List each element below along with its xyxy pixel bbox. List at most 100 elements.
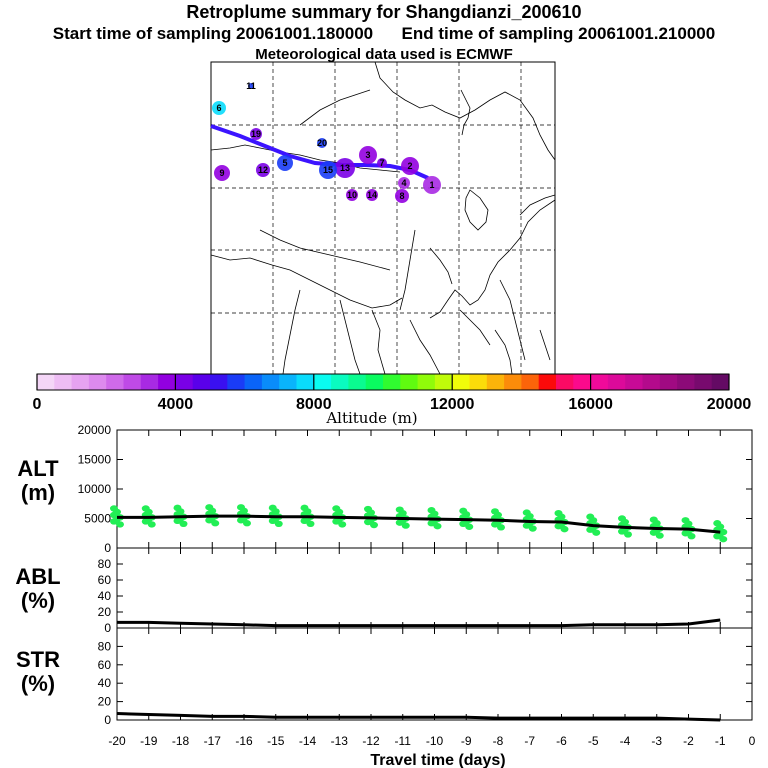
map-marker (256, 163, 270, 177)
colorbar-swatch (642, 374, 661, 390)
x-tick-label: -18 (172, 734, 190, 748)
colorbar-swatch (607, 374, 626, 390)
x-tick-label: -9 (461, 734, 472, 748)
alt-particle-point (268, 504, 277, 512)
alt-particle-point (427, 507, 436, 514)
colorbar-swatch (469, 374, 488, 390)
colorbar-swatch (625, 374, 643, 390)
colorbar-swatch (400, 374, 419, 390)
alt-particle-point (338, 521, 347, 528)
map-marker (319, 161, 337, 179)
map-marker (398, 177, 410, 189)
colorbar-swatch (192, 374, 211, 390)
alt-particle-point (306, 520, 315, 528)
panel-alt: 0 5000 10000 15000 20000 ALT(m) (17, 423, 753, 555)
x-tick-label: -8 (493, 734, 504, 748)
map-marker (359, 146, 377, 164)
x-tick-label: -5 (588, 734, 599, 748)
y-axis-label: (%) (21, 671, 55, 696)
alt-particle-point (560, 525, 569, 533)
alt-particle-point (592, 529, 601, 536)
alt-particle-point (395, 506, 404, 513)
map-marker (346, 189, 358, 201)
y-axis-label: (m) (21, 480, 55, 505)
sampling-times: Start time of sampling 20061001.180000 E… (0, 24, 768, 44)
alt-particle-point (713, 520, 722, 527)
colorbar-swatch (88, 374, 107, 390)
alt-particle-point (649, 516, 658, 523)
y-tick-label: 0 (104, 713, 111, 727)
map-marker (250, 128, 262, 140)
colorbar-label: Altitude (m) (325, 409, 417, 427)
map-marker (335, 158, 355, 178)
colorbar-tick-label: 4000 (158, 396, 194, 413)
map-marker-label: 15 (323, 165, 333, 175)
map-marker (377, 158, 387, 168)
y-tick-label: 60 (98, 658, 112, 672)
map-marker (366, 189, 378, 201)
map-markers: 11 6 19 20 5 3 2 1 10 4 9 7 8 12 13 14 15 (212, 81, 441, 203)
end-time-label: End time of sampling 20061001.210000 (401, 24, 716, 43)
y-axis-label: STR (16, 647, 60, 672)
map-marker-label: 7 (379, 158, 384, 168)
alt-particle-point (719, 528, 728, 536)
map-marker (423, 176, 441, 194)
alt-particle-point (401, 522, 410, 529)
alt-particle-point (687, 533, 696, 540)
alt-particle-point (459, 507, 468, 515)
alt-particle-point (205, 504, 214, 511)
colorbar-swatch (556, 374, 574, 390)
x-tick-label: -19 (140, 734, 158, 748)
colorbar-swatch (158, 374, 176, 390)
map-marker (395, 189, 409, 203)
colorbar-swatch (521, 374, 540, 390)
x-tick-label: -2 (683, 734, 694, 748)
x-tick-label: -10 (426, 734, 444, 748)
colorbar-swatch (677, 374, 695, 390)
series-line-str (116, 712, 721, 722)
map-marker-label: 1 (429, 180, 434, 190)
map-panel: 11 6 19 20 5 3 2 1 10 4 9 7 8 12 13 14 15 (210, 61, 556, 375)
colorbar-swatch (659, 374, 678, 390)
alt-particle-point (300, 504, 309, 512)
y-tick-label: 20 (98, 605, 112, 619)
panel-frame (116, 547, 753, 629)
panel-frame (116, 627, 753, 721)
y-tick-label: 60 (98, 573, 112, 587)
x-tick-label: -14 (299, 734, 317, 748)
alt-particle-point (237, 504, 245, 511)
y-tick-label: 40 (98, 589, 112, 603)
y-tick-label: 0 (104, 541, 111, 555)
alt-particle-point (211, 520, 220, 527)
map-coastlines (210, 61, 556, 375)
colorbar-swatch (573, 374, 592, 390)
colorbar-swatch (365, 374, 384, 390)
colorbar-swatch (71, 374, 90, 390)
colorbar-swatch (486, 374, 505, 390)
x-tick-label: -16 (235, 734, 253, 748)
colorbar-swatch (140, 374, 159, 390)
colorbar-swatch (296, 374, 315, 390)
alt-particle-point (681, 517, 690, 524)
colorbar-swatch (261, 374, 280, 390)
colorbar-tick-label: 20000 (707, 396, 752, 413)
map-marker-label: 14 (367, 190, 377, 200)
alt-particle-point (655, 532, 664, 539)
map-marker-label: 13 (340, 163, 350, 173)
alt-particle-point (624, 531, 632, 538)
alt-particle-point (586, 513, 595, 520)
y-tick-label: 80 (98, 557, 112, 571)
x-tick-label: -11 (395, 734, 412, 748)
altitude-colorbar: 0 4000 8000 12000 16000 20000 Altitude (m) (33, 373, 752, 427)
map-marker (248, 83, 254, 89)
colorbar-swatch (504, 374, 522, 390)
colorbar-swatch (175, 374, 194, 390)
colorbar-tick-label: 16000 (568, 396, 613, 413)
colorbar-swatch (54, 374, 73, 390)
panel-abl: 0 20 40 60 80 ABL(%) (15, 547, 753, 635)
map-marker-label: 19 (251, 129, 261, 139)
met-data-label: Meteorological data used is ECMWF (255, 46, 513, 63)
y-axis-label: (%) (21, 588, 55, 613)
map-marker (277, 155, 293, 171)
